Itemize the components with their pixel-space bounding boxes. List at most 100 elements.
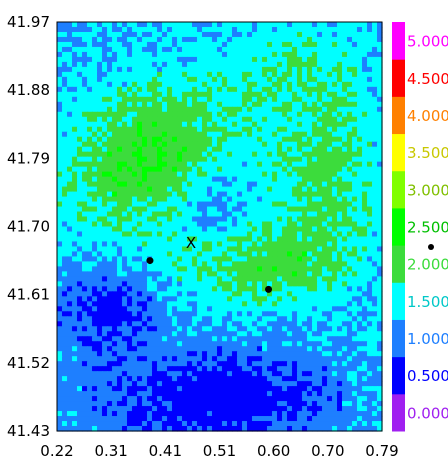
contour-cell	[307, 116, 313, 123]
contour-cell	[212, 296, 218, 302]
contour-cell	[87, 76, 93, 83]
contour-cell	[302, 221, 308, 228]
contour-cell	[182, 191, 188, 198]
contour-cell	[292, 256, 298, 263]
contour-cell	[222, 196, 228, 203]
contour-cell	[157, 336, 163, 342]
contour-cell	[337, 346, 343, 352]
contour-cell	[152, 311, 158, 317]
contour-cell	[197, 231, 203, 238]
contour-cell	[212, 171, 218, 178]
contour-cell	[312, 266, 318, 272]
contour-cell	[357, 366, 363, 372]
contour-cell	[372, 211, 378, 218]
contour-cell	[267, 246, 273, 253]
contour-cell	[127, 146, 133, 153]
contour-cell	[232, 271, 238, 277]
contour-cell	[252, 181, 258, 188]
contour-cell	[242, 256, 248, 263]
contour-cell	[282, 386, 288, 392]
contour-cell	[272, 61, 278, 68]
contour-cell	[142, 221, 148, 228]
contour-cell	[57, 96, 63, 103]
contour-cell	[107, 141, 113, 148]
contour-cell	[92, 316, 98, 322]
contour-cell	[362, 311, 368, 317]
contour-cell	[177, 146, 183, 153]
contour-cell	[67, 131, 73, 138]
contour-cell	[102, 241, 108, 248]
contour-cell	[237, 46, 243, 53]
contour-cell	[312, 286, 318, 292]
contour-cell	[192, 76, 198, 83]
contour-cell	[142, 331, 148, 337]
contour-cell	[342, 316, 348, 322]
contour-cell	[192, 96, 198, 103]
contour-cell	[147, 361, 153, 367]
contour-cell	[77, 36, 83, 43]
contour-cell	[102, 46, 108, 53]
contour-cell	[107, 81, 113, 88]
contour-cell	[202, 181, 208, 188]
contour-cell	[77, 126, 83, 133]
contour-cell	[227, 321, 233, 327]
contour-cell	[242, 51, 248, 58]
contour-cell	[342, 126, 348, 133]
contour-cell	[337, 96, 343, 103]
contour-cell	[62, 301, 68, 307]
contour-cell	[142, 161, 148, 168]
contour-cell	[172, 106, 178, 113]
contour-cell	[302, 376, 308, 382]
contour-cell	[282, 136, 288, 143]
contour-cell	[132, 346, 138, 352]
contour-cell	[117, 291, 123, 297]
contour-cell	[307, 36, 313, 43]
contour-cell	[367, 226, 373, 233]
contour-cell	[187, 336, 193, 342]
contour-cell	[202, 111, 208, 118]
contour-cell	[162, 291, 168, 297]
contour-cell	[342, 321, 348, 327]
contour-cell	[327, 391, 333, 397]
contour-cell	[92, 81, 98, 88]
contour-cell	[197, 336, 203, 342]
contour-cell	[207, 181, 213, 188]
contour-cell	[157, 141, 163, 148]
contour-cell	[92, 196, 98, 203]
contour-cell	[372, 301, 378, 307]
contour-cell	[367, 396, 373, 402]
contour-cell	[317, 151, 323, 158]
contour-cell	[202, 371, 208, 377]
contour-cell	[297, 321, 303, 327]
contour-cell	[142, 401, 148, 407]
contour-cell	[197, 91, 203, 98]
contour-cell	[112, 356, 118, 362]
contour-cell	[227, 346, 233, 352]
contour-cell	[262, 76, 268, 83]
contour-cell	[262, 181, 268, 188]
contour-cell	[272, 311, 278, 317]
contour-cell	[132, 91, 138, 98]
contour-cell	[197, 211, 203, 218]
contour-cell	[367, 296, 373, 302]
contour-cell	[347, 91, 353, 98]
contour-cell	[272, 291, 278, 297]
contour-cell	[157, 46, 163, 53]
contour-cell	[102, 336, 108, 342]
contour-cell	[157, 326, 163, 332]
contour-cell	[127, 211, 133, 218]
contour-cell	[282, 246, 288, 253]
contour-cell	[212, 56, 218, 63]
contour-cell	[342, 356, 348, 362]
contour-cell	[277, 316, 283, 322]
contour-cell	[157, 126, 163, 133]
contour-cell	[212, 331, 218, 337]
contour-cell	[162, 126, 168, 133]
contour-cell	[342, 366, 348, 372]
contour-cell	[322, 356, 328, 362]
contour-cell	[122, 316, 128, 322]
contour-cell	[307, 221, 313, 228]
contour-cell	[247, 236, 253, 243]
contour-cell	[282, 61, 288, 68]
contour-cell	[212, 231, 218, 238]
